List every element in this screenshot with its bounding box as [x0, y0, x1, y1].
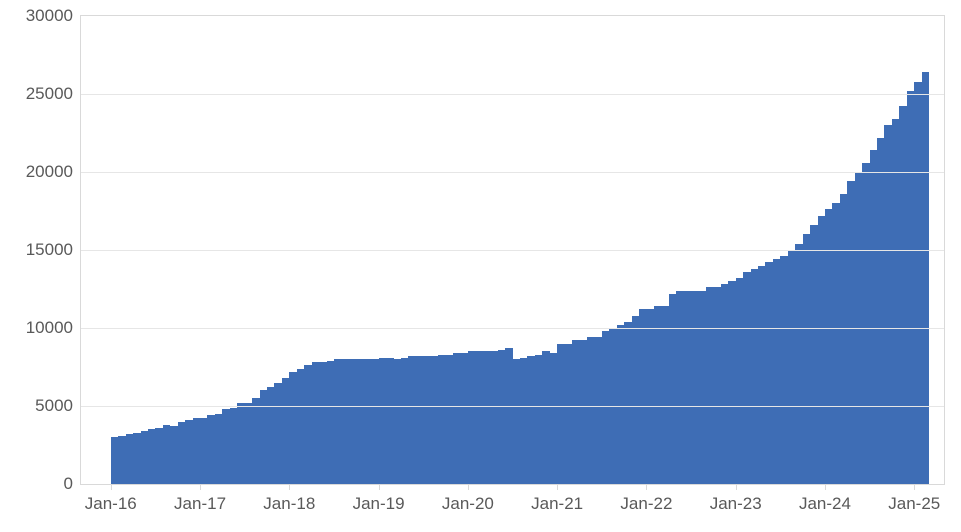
- y-tick-label: 20000: [26, 162, 81, 182]
- chart-bar: [401, 358, 409, 484]
- plot-area: 050001000015000200002500030000Jan-16Jan-…: [80, 15, 945, 485]
- chart-bar: [505, 348, 513, 484]
- chart-bar: [133, 433, 141, 484]
- x-tick-label: Jan-23: [710, 484, 762, 514]
- y-tick-label: 30000: [26, 6, 81, 26]
- chart-bar: [884, 125, 892, 484]
- chart-bar: [780, 256, 788, 484]
- x-tick-label: Jan-25: [888, 484, 940, 514]
- chart-bar: [669, 294, 677, 484]
- gridline: [81, 250, 944, 251]
- chart-bar: [349, 359, 357, 484]
- chart-bar: [289, 372, 297, 484]
- y-tick-label: 0: [64, 474, 81, 494]
- gridline: [81, 172, 944, 173]
- chart-bar: [617, 325, 625, 484]
- x-tick-label: Jan-16: [85, 484, 137, 514]
- chart-bar: [832, 203, 840, 484]
- chart-bar: [565, 344, 573, 484]
- chart-bar: [185, 420, 193, 484]
- y-tick-label: 10000: [26, 318, 81, 338]
- x-tick-label: Jan-18: [263, 484, 315, 514]
- y-tick-label: 5000: [35, 396, 81, 416]
- gridline: [81, 328, 944, 329]
- chart-bar: [922, 72, 930, 484]
- x-tick-label: Jan-21: [531, 484, 583, 514]
- y-tick-label: 25000: [26, 84, 81, 104]
- chart-container: 0 5000 10000 15000 20000 25000 30000 Jan-16 Jan-…: [0, 0, 961, 532]
- x-tick-label: Jan-22: [620, 484, 672, 514]
- gridline: [81, 94, 944, 95]
- chart-bar: [721, 284, 729, 484]
- y-tick-label: 15000: [26, 240, 81, 260]
- chart-bar: [453, 353, 461, 484]
- x-tick-label: Jan-17: [174, 484, 226, 514]
- x-tick-label: Jan-24: [799, 484, 851, 514]
- x-tick-label: Jan-19: [353, 484, 405, 514]
- chart-bar: [237, 403, 245, 484]
- x-tick-label: Jan-20: [442, 484, 494, 514]
- gridline: [81, 406, 944, 407]
